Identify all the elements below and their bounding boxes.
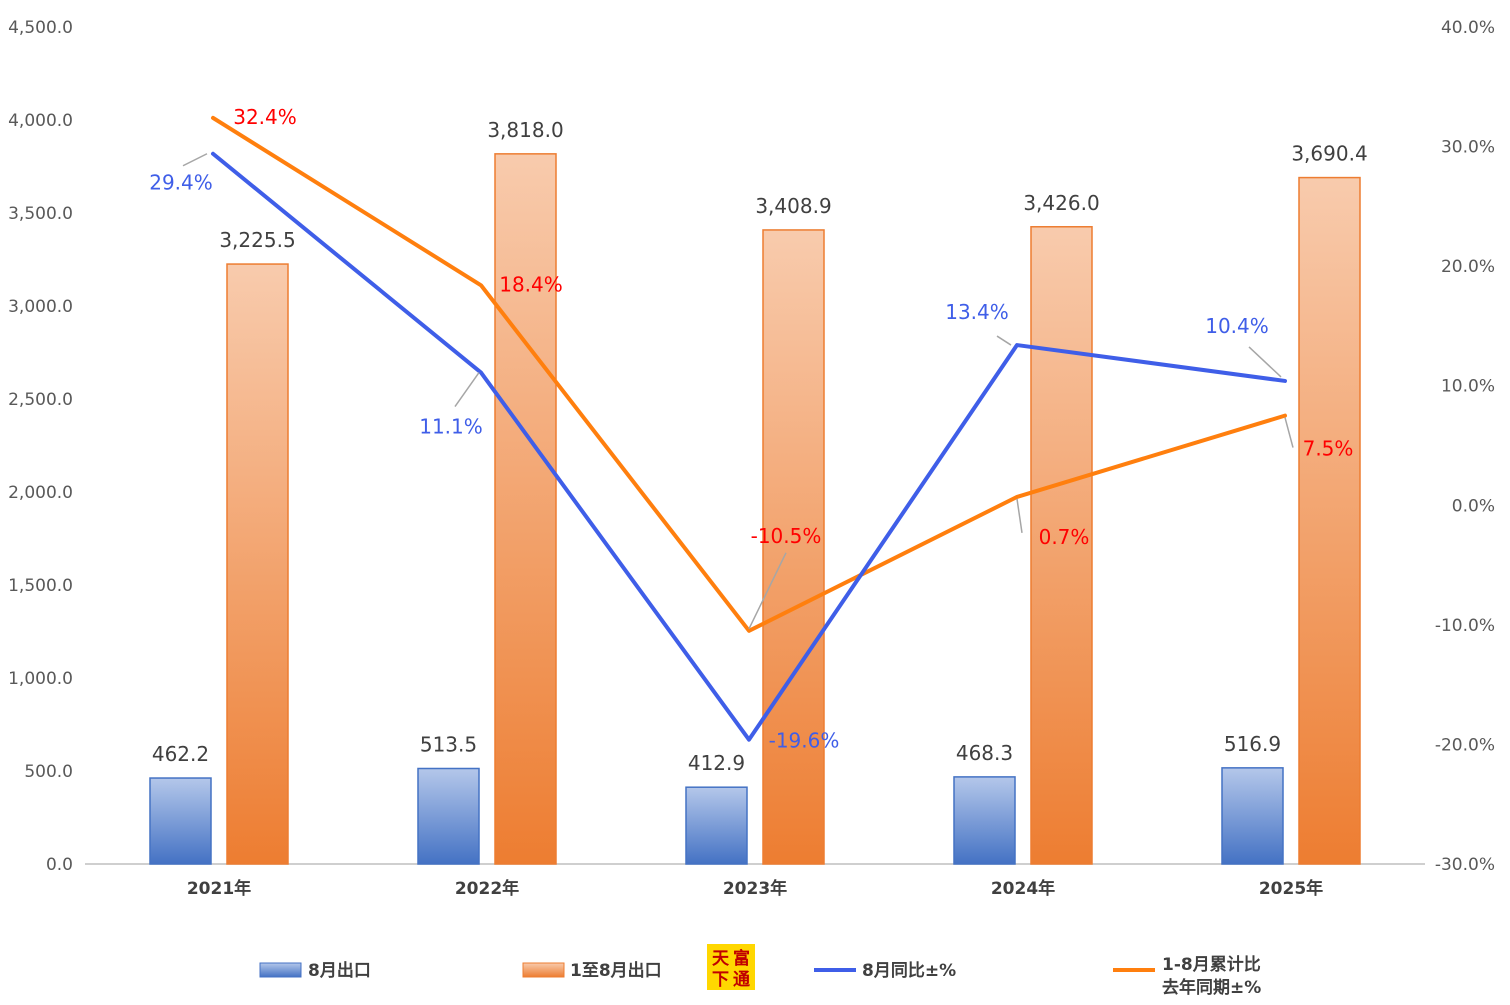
left-axis-tick-label: 0.0 (46, 855, 73, 875)
right-axis-tick-label: -10.0% (1435, 616, 1495, 636)
bar-aug-export (953, 776, 1016, 865)
logo-char-1: 天 (712, 949, 730, 969)
left-axis-tick-label: 1,000.0 (8, 669, 73, 689)
bar-aug-export (1221, 767, 1284, 865)
data-label-aug-yoy: 29.4% (149, 171, 213, 195)
data-label-aug-yoy: -19.6% (769, 729, 840, 753)
x-axis: 2021年 2022年 2023年 2024年 2025年 (187, 878, 1323, 899)
line-aug-yoy (211, 151, 1287, 742)
right-axis-tick-label: 0.0% (1452, 496, 1495, 516)
lines (211, 115, 1287, 742)
label-leader-line (1016, 498, 1023, 534)
left-axis-tick-label: 3,000.0 (8, 297, 73, 317)
legend-label-cumulative-yoy-line1: 1-8月累计比 (1162, 954, 1261, 975)
label-leader-line (1248, 346, 1282, 378)
right-axis-tick-label: 40.0% (1441, 18, 1495, 38)
bars (149, 153, 1361, 865)
logo-char-3: 下 (712, 970, 729, 990)
left-axis-tick-label: 2,000.0 (8, 483, 73, 503)
legend-item-aug-export[interactable]: 8月出口 (259, 960, 371, 981)
data-label-aug-export: 468.3 (956, 741, 1013, 765)
data-label-cumulative-yoy: 7.5% (1303, 437, 1354, 461)
bar-jan-aug-export (494, 153, 557, 865)
bar-jan-aug-export (1030, 226, 1093, 865)
data-label-jan-aug-export: 3,818.0 (487, 118, 563, 142)
data-label-aug-export: 462.2 (152, 742, 209, 766)
bar-jan-aug-export (226, 263, 289, 865)
legend-label-aug-export: 8月出口 (308, 960, 371, 981)
bar-aug-export (417, 767, 480, 865)
x-axis-tick-label: 2021年 (187, 878, 251, 899)
legend-item-cumulative-yoy[interactable]: 1-8月累计比 去年同期±% (1113, 954, 1267, 998)
line-cumulative-yoy (211, 115, 1287, 633)
x-axis-tick-label: 2022年 (455, 878, 519, 899)
legend-label-cumulative-yoy-line2: 去年同期±% (1162, 977, 1261, 998)
x-axis-tick-label: 2024年 (991, 878, 1055, 899)
data-label-jan-aug-export: 3,426.0 (1023, 191, 1099, 215)
bar-aug-export (685, 786, 748, 865)
right-axis-tick-label: 10.0% (1441, 377, 1495, 397)
logo: 天 富 下 通 (707, 944, 755, 990)
data-label-cumulative-yoy: 0.7% (1039, 525, 1090, 549)
data-label-aug-export: 516.9 (1224, 732, 1281, 756)
data-labels: 462.2 513.5 412.9 468.3 516.9 3,225.5 3,818.0 3… (149, 105, 1367, 775)
bar-jan-aug-export (1298, 176, 1361, 865)
logo-char-2: 富 (733, 948, 750, 969)
data-label-aug-yoy: 11.1% (419, 415, 483, 439)
left-axis-tick-label: 3,500.0 (8, 204, 73, 224)
right-axis-tick-label: 20.0% (1441, 257, 1495, 277)
right-axis: -30.0% -20.0% -10.0% 0.0% 10.0% 20.0% 30.0% 40.… (1435, 18, 1495, 875)
data-label-cumulative-yoy: 18.4% (499, 272, 563, 296)
right-axis-tick-label: -30.0% (1435, 855, 1495, 875)
data-label-aug-export: 513.5 (420, 732, 477, 756)
legend-label-cumulative-yoy: 1-8月累计比 去年同期±% (1162, 954, 1267, 998)
data-label-cumulative-yoy: -10.5% (751, 524, 822, 548)
left-axis-tick-label: 1,500.0 (8, 576, 73, 596)
legend-label-jan-aug-export: 1至8月出口 (570, 960, 662, 981)
x-axis-tick-label: 2025年 (1259, 878, 1323, 899)
legend-item-aug-yoy[interactable]: 8月同比±% (814, 960, 956, 981)
left-axis-tick-label: 2,500.0 (8, 390, 73, 410)
logo-background (707, 944, 755, 990)
label-leader-line (1284, 417, 1294, 448)
data-label-jan-aug-export: 3,690.4 (1291, 142, 1367, 166)
legend-swatch-aug-export (259, 962, 302, 978)
data-label-aug-yoy: 13.4% (945, 300, 1009, 324)
left-axis-tick-label: 4,000.0 (8, 111, 73, 131)
label-leader-line (996, 335, 1012, 346)
left-axis-tick-label: 500.0 (24, 762, 73, 782)
label-leader-line (454, 372, 480, 407)
left-axis: 0.0 500.0 1,000.0 1,500.0 2,000.0 2,500.0 3,00… (8, 18, 73, 875)
right-axis-tick-label: -20.0% (1435, 735, 1495, 755)
bar-aug-export (149, 777, 212, 865)
data-label-jan-aug-export: 3,225.5 (219, 228, 295, 252)
label-leader-line (748, 552, 787, 630)
data-label-cumulative-yoy: 32.4% (233, 105, 297, 129)
data-label-aug-export: 412.9 (688, 751, 745, 775)
bar-jan-aug-export (762, 229, 825, 865)
data-label-aug-yoy: 10.4% (1205, 314, 1269, 338)
left-axis-tick-label: 4,500.0 (8, 18, 73, 38)
legend-label-aug-yoy: 8月同比±% (862, 960, 956, 981)
x-axis-tick-label: 2023年 (723, 878, 787, 899)
legend-swatch-jan-aug-export (522, 962, 565, 978)
data-label-jan-aug-export: 3,408.9 (755, 194, 831, 218)
right-axis-tick-label: 30.0% (1441, 138, 1495, 158)
legend-item-jan-aug-export[interactable]: 1至8月出口 (522, 960, 662, 981)
legend: 8月出口 1至8月出口 天 富 下 通 8月同比±% 1-8月累计比 去年同期±… (259, 944, 1267, 998)
logo-char-4: 通 (733, 970, 750, 990)
label-leader-line (182, 153, 208, 167)
